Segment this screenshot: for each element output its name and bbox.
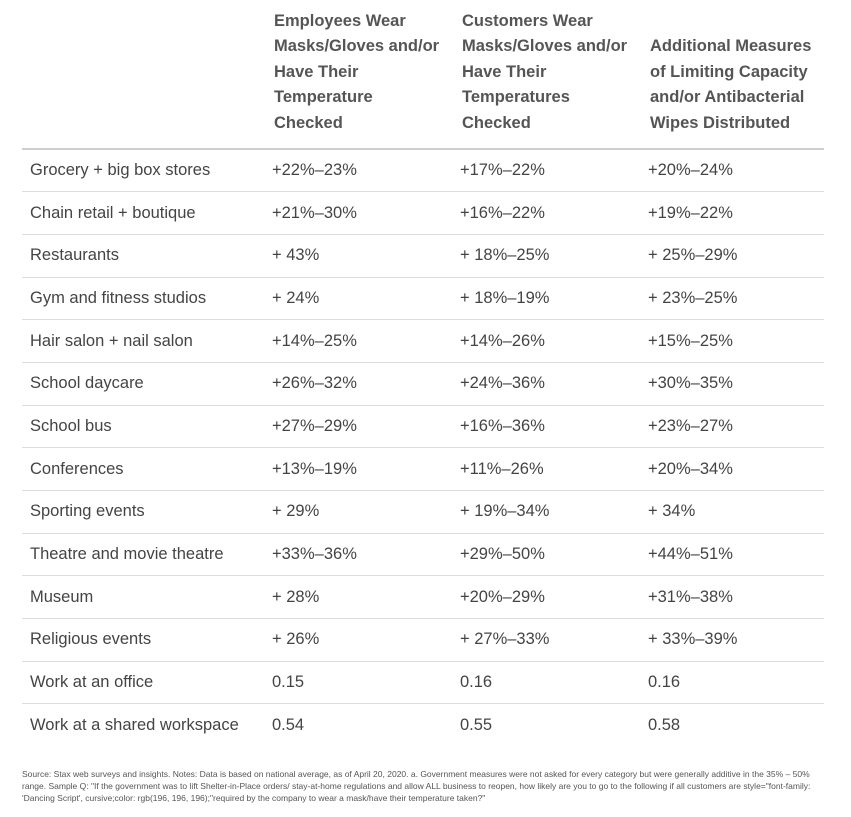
cell-employees: + 29% bbox=[264, 490, 452, 534]
cell-additional: 0.16 bbox=[640, 661, 824, 705]
table-row: School bus +27%–29% +16%–36% +23%–27% bbox=[22, 405, 824, 449]
cell-customers: +17%–22% bbox=[452, 149, 640, 193]
row-label: Gym and fitness studios bbox=[22, 277, 264, 321]
table-row: School daycare +26%–32% +24%–36% +30%–35… bbox=[22, 362, 824, 406]
cell-additional: + 34% bbox=[640, 490, 824, 534]
cell-employees: 0.54 bbox=[272, 716, 305, 735]
cell-customers: 0.16 bbox=[452, 661, 640, 705]
cell-employees: +26%–32% bbox=[264, 362, 452, 406]
table-row: Religious events + 26% + 27%–33% + 33%–3… bbox=[22, 618, 824, 662]
cell-employees: + 28% bbox=[264, 575, 452, 620]
cell-additional: +23%–27% bbox=[640, 405, 824, 449]
row-label: Conferences bbox=[22, 447, 264, 491]
table-row: Grocery + big box stores +22%–23% +17%–2… bbox=[22, 149, 824, 193]
cell-additional: + 25%–29% bbox=[640, 234, 824, 278]
row-label: Religious events bbox=[22, 618, 264, 662]
cell-additional: +20%–34% bbox=[640, 447, 824, 491]
table-row: Work at a shared workspace 0.54 0.55 0.5… bbox=[22, 704, 824, 747]
cell-employees: +21%–30% bbox=[264, 191, 452, 235]
table-row: Theatre and movie theatre +33%–36% +29%–… bbox=[22, 533, 824, 577]
cell-additional: +15%–25% bbox=[640, 319, 824, 363]
comparison-table: Employees Wear Masks/Gloves and/or Have … bbox=[22, 0, 824, 747]
row-label: Chain retail + boutique bbox=[22, 191, 264, 235]
row-label: Theatre and movie theatre bbox=[22, 533, 264, 577]
cell-additional: +19%–22% bbox=[640, 191, 824, 235]
cell-additional: + 33%–39% bbox=[640, 618, 824, 662]
cell-customers: + 19%–34% bbox=[452, 490, 640, 534]
row-label: Work at a shared workspace bbox=[30, 716, 239, 735]
cell-employees: +33%–36% bbox=[264, 533, 452, 577]
row-label: Work at an office bbox=[22, 661, 264, 705]
cell-additional: +20%–24% bbox=[640, 149, 824, 193]
cell-additional: 0.58 bbox=[648, 716, 681, 735]
cell-employees: +27%–29% bbox=[264, 405, 452, 449]
cell-customers: +16%–36% bbox=[452, 405, 640, 449]
cell-employees: + 24% bbox=[264, 277, 452, 321]
source-footnote: Source: Stax web surveys and insights. N… bbox=[22, 769, 811, 804]
cell-employees: 0.15 bbox=[264, 661, 452, 705]
table-row: Chain retail + boutique +21%–30% +16%–22… bbox=[22, 191, 824, 235]
table-row: Sporting events + 29% + 19%–34% + 34% bbox=[22, 490, 824, 534]
row-label: Grocery + big box stores bbox=[22, 149, 264, 193]
cell-employees: +13%–19% bbox=[264, 447, 452, 491]
header-customers-measures: Customers Wear Masks/Gloves and/or Have … bbox=[452, 0, 640, 150]
cell-customers: +20%–29% bbox=[452, 575, 640, 620]
table-row: Work at an office 0.15 0.16 0.16 bbox=[22, 661, 824, 705]
cell-customers: +24%–36% bbox=[452, 362, 640, 406]
cell-employees: + 26% bbox=[264, 618, 452, 662]
cell-customers: + 18%–25% bbox=[452, 234, 640, 278]
comparison-table-container: Employees Wear Masks/Gloves and/or Have … bbox=[22, 0, 824, 747]
row-label: Hair salon + nail salon bbox=[22, 319, 264, 363]
cell-additional: + 23%–25% bbox=[640, 277, 824, 321]
cell-additional: +30%–35% bbox=[640, 362, 824, 406]
header-employees-measures: Employees Wear Masks/Gloves and/or Have … bbox=[264, 0, 452, 150]
table-row: Conferences +13%–19% +11%–26% +20%–34% bbox=[22, 447, 824, 491]
table-row: Restaurants + 43% + 18%–25% + 25%–29% bbox=[22, 234, 824, 278]
row-label: School bus bbox=[22, 405, 264, 449]
header-additional-measures: Additional Measures of Limiting Capacity… bbox=[640, 0, 824, 150]
row-label: Restaurants bbox=[22, 234, 264, 278]
table-header-row: Employees Wear Masks/Gloves and/or Have … bbox=[22, 0, 824, 150]
cell-customers: + 18%–19% bbox=[452, 277, 640, 321]
table-row: Gym and fitness studios + 24% + 18%–19% … bbox=[22, 277, 824, 321]
cell-additional: +31%–38% bbox=[640, 575, 824, 620]
cell-additional: +44%–51% bbox=[640, 533, 824, 577]
cell-employees: +22%–23% bbox=[264, 149, 452, 193]
row-label: School daycare bbox=[22, 362, 264, 406]
cell-customers: +16%–22% bbox=[452, 191, 640, 235]
cell-customers: +14%–26% bbox=[452, 319, 640, 363]
header-category bbox=[22, 0, 264, 150]
table-row: Museum + 28% +20%–29% +31%–38% bbox=[22, 575, 824, 620]
cell-employees: +14%–25% bbox=[264, 319, 452, 363]
cell-customers: + 27%–33% bbox=[452, 618, 640, 662]
cell-employees: + 43% bbox=[264, 234, 452, 278]
cell-customers: +29%–50% bbox=[452, 533, 640, 577]
row-label: Museum bbox=[22, 575, 264, 620]
cell-customers: +11%–26% bbox=[452, 447, 640, 491]
cell-customers: 0.55 bbox=[460, 716, 493, 735]
row-label: Sporting events bbox=[22, 490, 264, 534]
table-row: Hair salon + nail salon +14%–25% +14%–26… bbox=[22, 319, 824, 363]
